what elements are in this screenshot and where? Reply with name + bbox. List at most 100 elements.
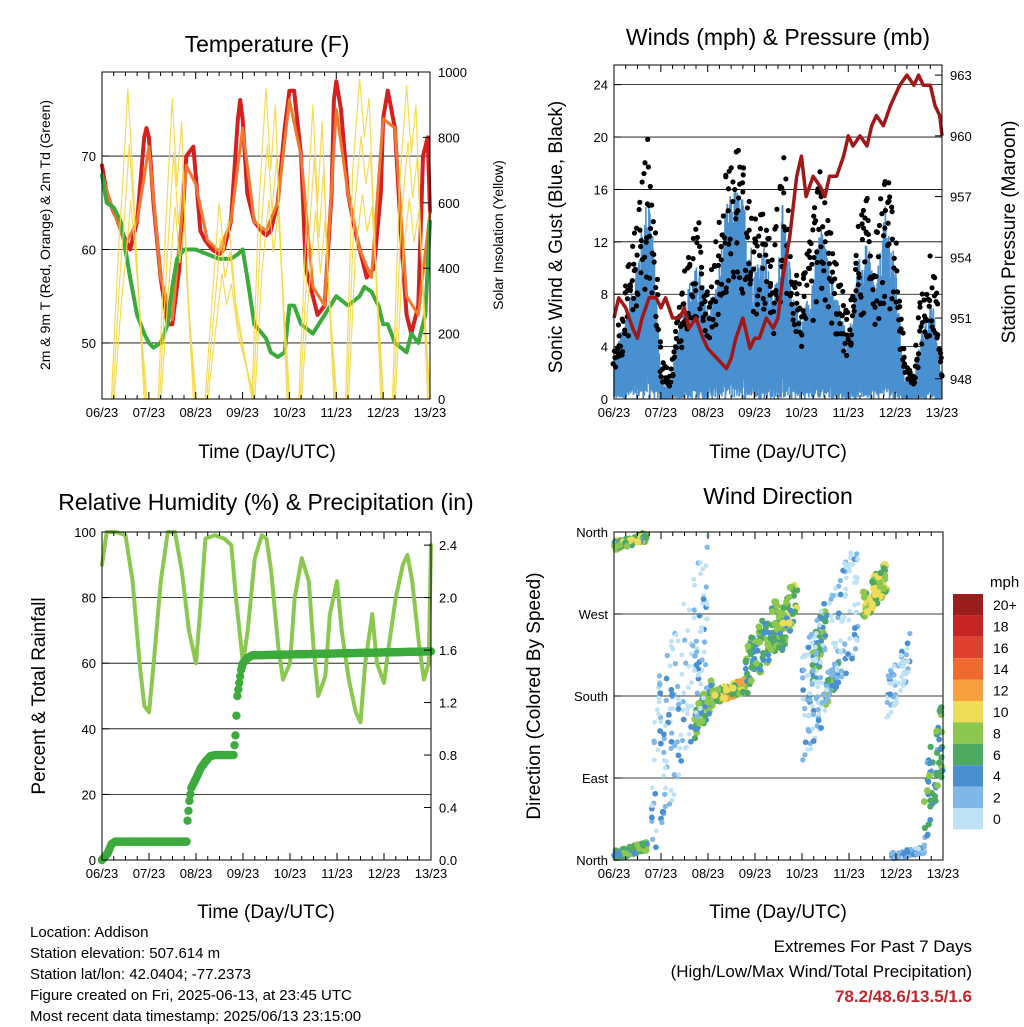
direction-point: [623, 850, 631, 858]
x-tick-label: 11/23: [833, 866, 865, 881]
gust-point: [844, 332, 850, 338]
gust-point: [921, 297, 927, 303]
legend-label: 2: [993, 790, 1001, 806]
y2-tick-label: 954: [950, 250, 972, 265]
gust-point: [715, 311, 721, 317]
x-tick-label: 06/23: [86, 405, 119, 420]
gust-point: [763, 252, 769, 258]
direction-point: [657, 690, 664, 697]
direction-point: [687, 738, 694, 745]
direction-point: [694, 726, 700, 732]
direction-point: [815, 717, 822, 724]
gust-point: [901, 361, 908, 367]
x-tick-label: 10/23: [273, 405, 306, 420]
direction-point: [921, 842, 927, 848]
gust-point: [851, 297, 858, 303]
x-tick-label: 11/23: [321, 866, 353, 881]
x-tick-label: 08/23: [179, 405, 212, 420]
gust-point: [746, 227, 752, 233]
gust-point: [859, 212, 865, 218]
direction-point: [776, 644, 783, 651]
wind-direction-panel: Wind Direction 06/23 07/23 08/23 09/23 10/23…: [524, 483, 1019, 923]
gust-point: [791, 322, 798, 328]
direction-point: [772, 599, 779, 607]
gust-point: [690, 235, 696, 242]
direction-point: [860, 593, 868, 601]
gust-point: [825, 304, 831, 310]
y-tick-label: 80: [82, 591, 96, 606]
y-tick-label: 24: [594, 78, 608, 93]
direction-point: [814, 617, 820, 623]
gust-point: [615, 322, 622, 328]
extremes-subtitle: (High/Low/Max Wind/Total Precipitation): [670, 962, 972, 981]
direction-point: [890, 681, 896, 686]
gust-point: [879, 211, 885, 217]
humidity-y-label: Percent & Total Rainfall: [29, 597, 50, 794]
precip-point: [185, 796, 194, 806]
y2-tick-label: 200: [438, 327, 460, 342]
direction-point: [813, 656, 819, 662]
gust-point: [740, 165, 747, 171]
direction-point: [822, 618, 829, 625]
direction-point: [891, 663, 897, 669]
direction-point: [720, 694, 729, 703]
direction-point: [676, 772, 682, 778]
direction-point: [822, 707, 828, 713]
gust-point: [770, 308, 777, 315]
gust-point: [773, 291, 779, 298]
direction-point: [684, 711, 690, 716]
precip-point: [184, 806, 193, 815]
gust-point: [632, 266, 638, 273]
direction-point: [766, 629, 772, 636]
direction-point: [825, 669, 831, 675]
gust-point: [693, 288, 699, 294]
direction-point: [666, 801, 673, 807]
direction-point: [689, 703, 694, 709]
direction-point: [779, 619, 787, 627]
direction-point: [722, 686, 731, 694]
gust-point: [706, 304, 712, 310]
gust-point: [779, 185, 785, 191]
gust-point: [702, 327, 708, 334]
gust-point: [915, 315, 921, 321]
gust-point: [642, 286, 648, 292]
gust-point: [718, 281, 725, 287]
gust-point: [631, 295, 637, 302]
elevation-text: Station elevation: 507.614 m: [30, 945, 221, 962]
legend-swatch: [953, 743, 983, 766]
gust-point: [880, 300, 887, 306]
gust-point: [885, 220, 891, 226]
gust-point: [898, 326, 904, 332]
direction-point: [824, 687, 829, 693]
gust-point: [878, 196, 884, 202]
direction-point: [676, 701, 682, 707]
gust-point: [735, 147, 741, 154]
y-tick-label: North: [576, 525, 608, 540]
gust-point: [865, 217, 871, 224]
gust-point: [708, 284, 715, 290]
direction-point: [925, 778, 932, 785]
precip-point: [182, 837, 191, 846]
direction-point: [837, 591, 844, 598]
direction-point: [661, 773, 667, 779]
gust-point: [756, 252, 763, 259]
legend-label: 6: [993, 747, 1001, 763]
x-tick-label: 06/23: [598, 866, 631, 881]
recent-text: Most recent data timestamp: 2025/06/13 2…: [30, 1008, 362, 1025]
direction-point: [810, 726, 816, 732]
gust-point: [789, 301, 795, 308]
gust-point: [709, 324, 715, 330]
direction-point: [668, 745, 674, 752]
direction-point: [769, 608, 776, 615]
direction-point: [824, 676, 832, 684]
direction-point: [642, 534, 649, 541]
direction-point: [937, 746, 944, 753]
direction-point: [832, 645, 838, 650]
gust-point: [844, 352, 850, 359]
direction-point: [663, 723, 668, 729]
precip-point: [183, 816, 192, 825]
gust-point: [873, 273, 879, 280]
gust-point: [817, 169, 823, 175]
gust-point: [879, 279, 886, 286]
gust-point: [658, 374, 664, 380]
